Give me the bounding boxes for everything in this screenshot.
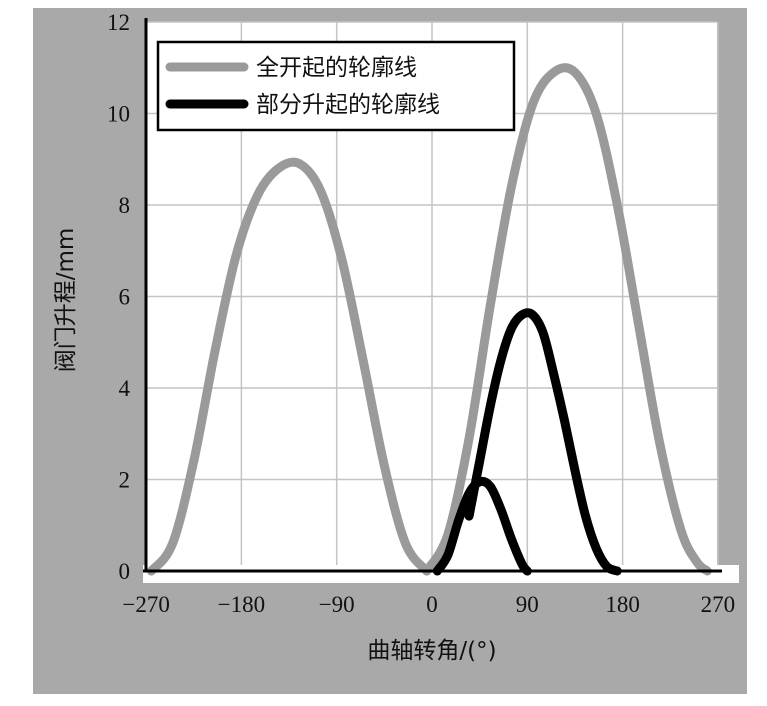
y-tick-label: 6 <box>119 285 131 310</box>
x-tick-label: −270 <box>122 592 169 617</box>
y-tick-label: 8 <box>119 193 131 218</box>
y-tick-label: 2 <box>119 468 131 493</box>
legend: 全开起的轮廓线 部分升起的轮廓线 <box>156 40 516 132</box>
legend-label-partial: 部分升起的轮廓线 <box>256 92 440 118</box>
x-tick-label: 90 <box>516 592 539 617</box>
partial-lift-curve-1 <box>464 308 622 576</box>
x-tick-label: 180 <box>605 592 640 617</box>
x-tick-label: 0 <box>426 592 438 617</box>
legend-label-full: 全开起的轮廓线 <box>256 55 417 81</box>
legend-box <box>156 40 516 132</box>
tick-labels: −270 −180 −90 0 90 180 270 0 2 4 6 8 10 12 <box>107 10 735 617</box>
y-axis-title: 阀门升程/mm <box>53 228 79 373</box>
y-tick-label: 12 <box>107 10 130 35</box>
x-tick-label: −180 <box>218 592 265 617</box>
partial-lift-curve-0 <box>432 476 532 576</box>
y-tick-label: 0 <box>119 559 131 584</box>
series-layer <box>146 63 712 576</box>
full-lift-curve-1 <box>422 63 712 576</box>
x-axis-title: 曲轴转角/(°) <box>367 638 496 664</box>
x-tick-label: 270 <box>701 592 736 617</box>
full-lift-curve-0 <box>146 157 432 576</box>
y-tick-label: 10 <box>107 102 130 127</box>
x-tick-label: −90 <box>319 592 355 617</box>
y-tick-label: 4 <box>119 376 131 401</box>
